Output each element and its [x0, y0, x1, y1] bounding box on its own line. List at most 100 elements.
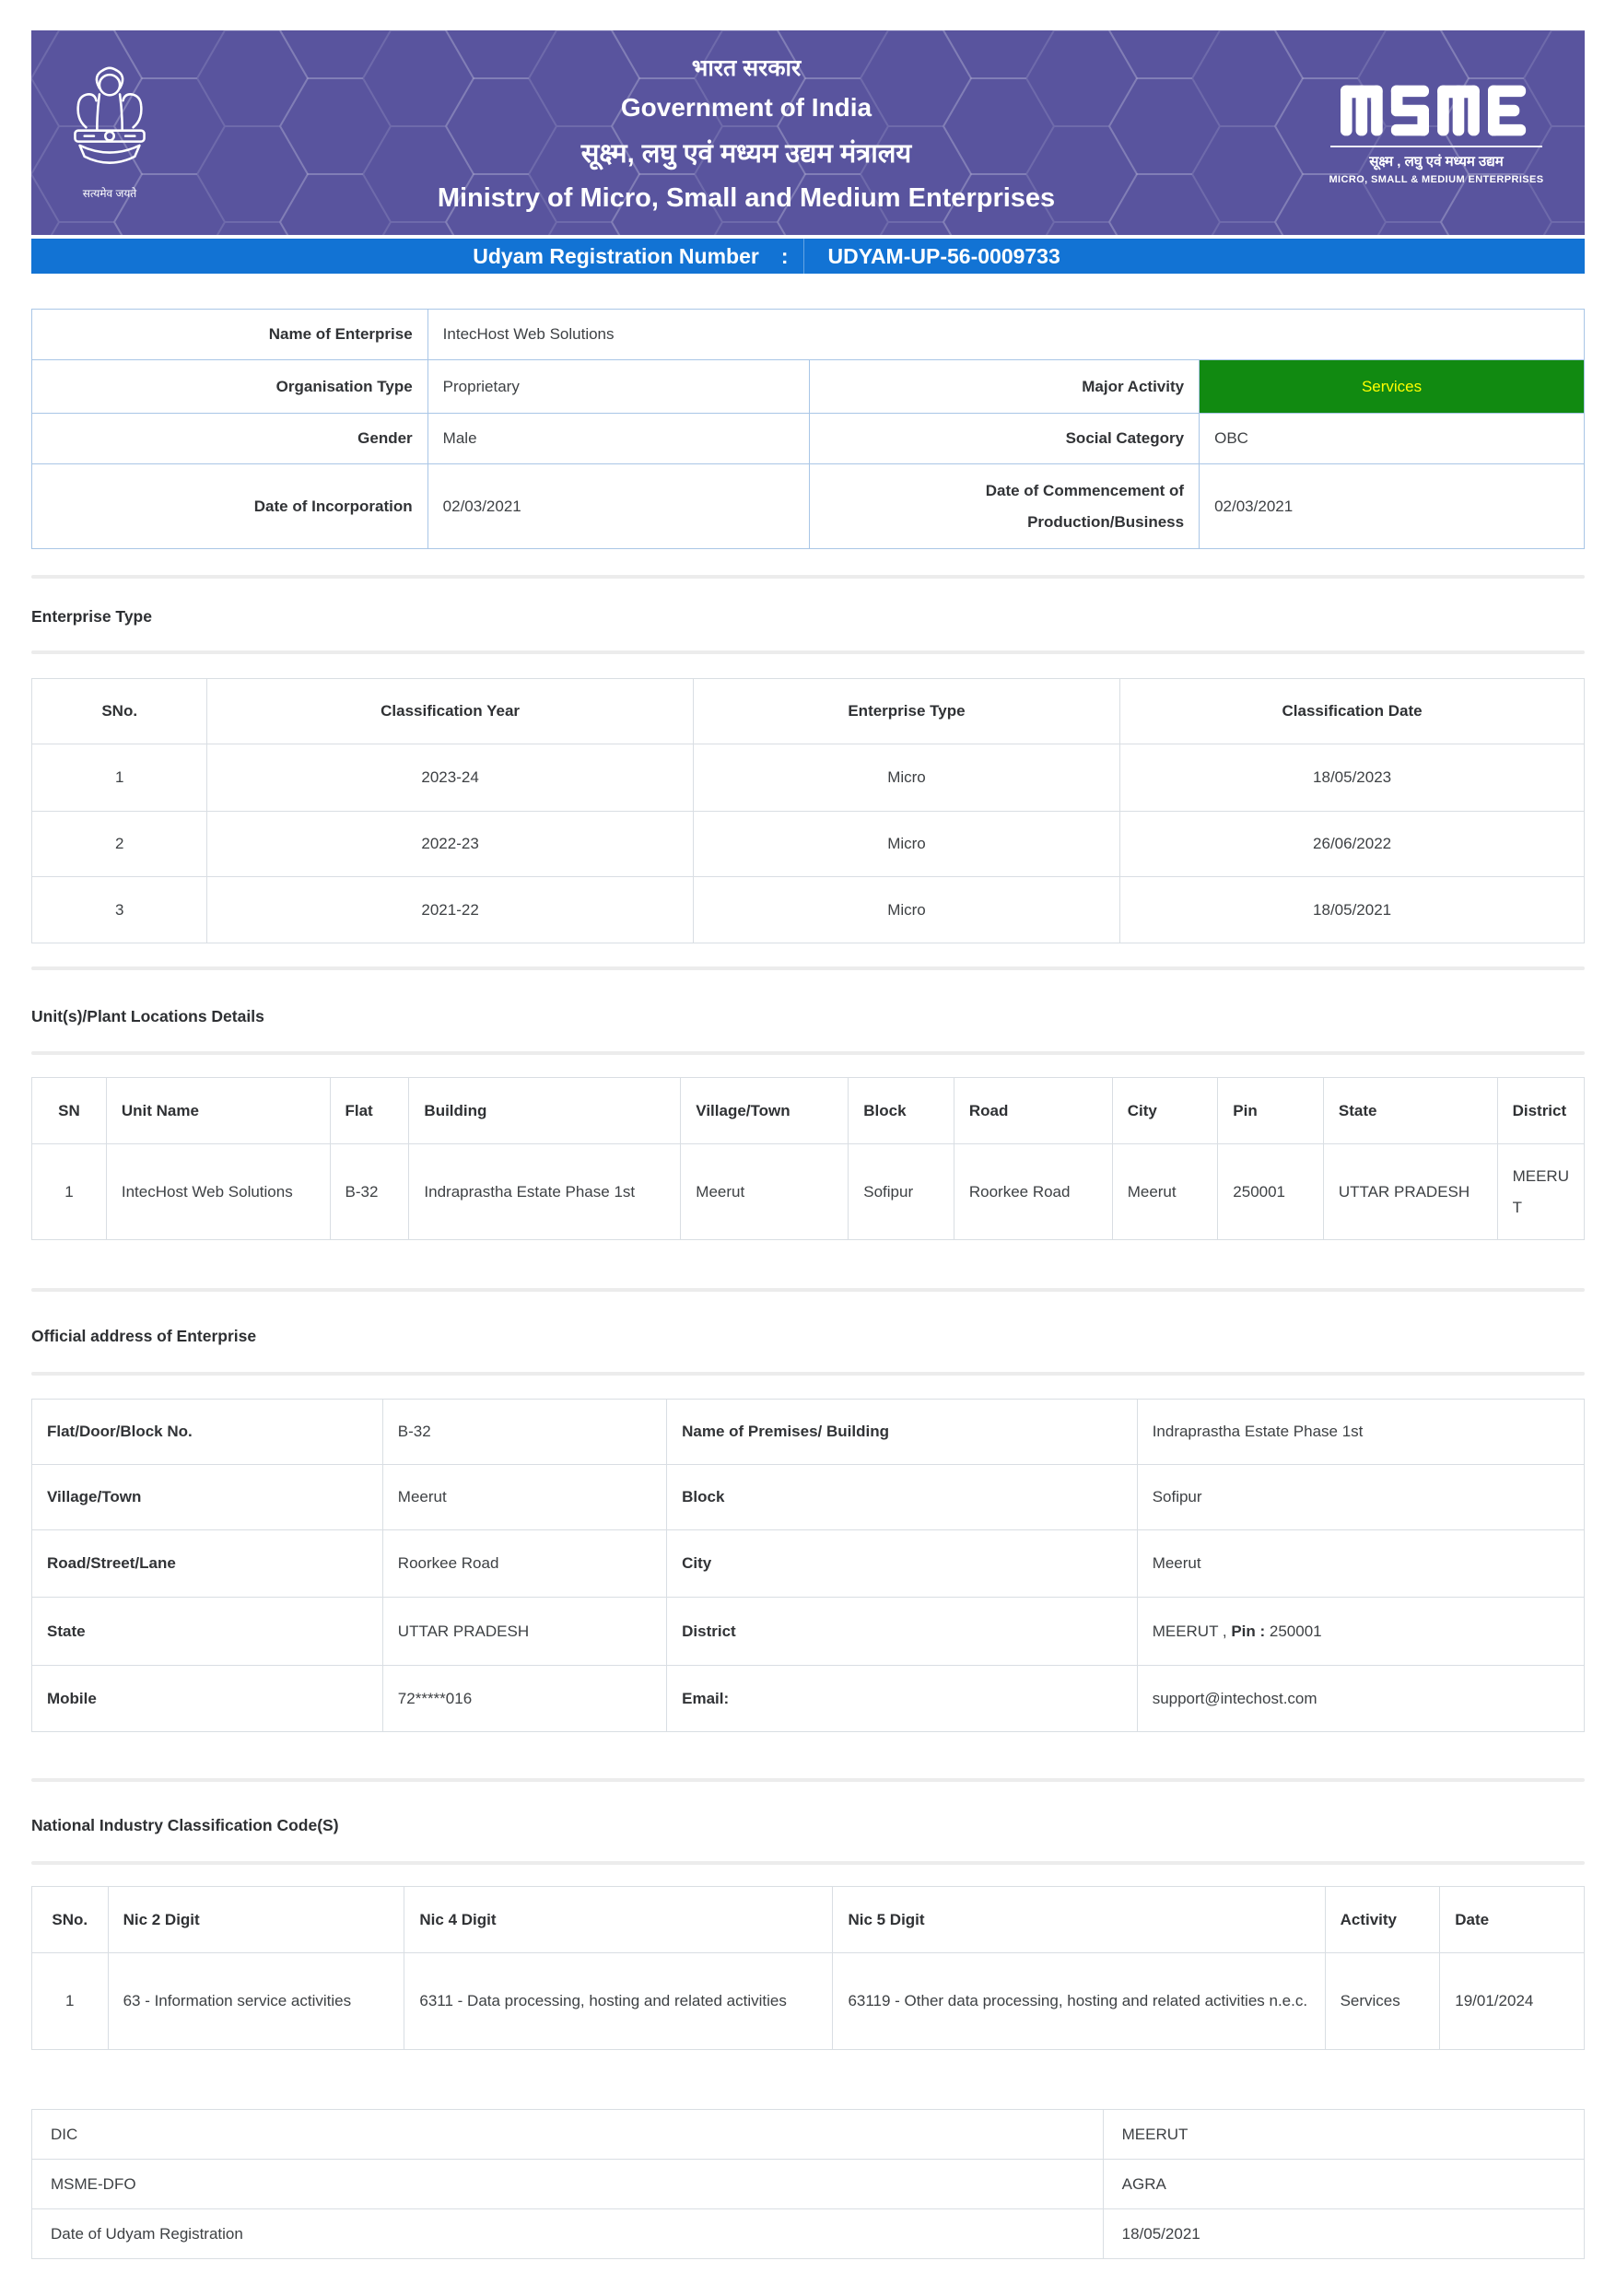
national-emblem: सत्यमेव जयते — [31, 64, 188, 201]
table-row: Village/Town Meerut Block Sofipur — [31, 1464, 1586, 1530]
column-header: Unit Name — [105, 1077, 331, 1144]
field-label: Date of Commencement of Production/Busin… — [809, 463, 1200, 549]
section-heading-nic-codes: National Industry Classification Code(S) — [31, 1816, 339, 1834]
table-cell: Roorkee Road — [953, 1143, 1113, 1240]
table-header-row: SN Unit Name Flat Building Village/Town … — [31, 1077, 1586, 1144]
table-cell: Indraprastha Estate Phase 1st — [408, 1143, 682, 1240]
field-value: Meerut — [381, 1464, 668, 1530]
msme-caption-english: MICRO, SMALL & MEDIUM ENTERPRISES — [1329, 173, 1544, 185]
column-header: SNo. — [30, 678, 208, 744]
field-label: Gender — [31, 413, 428, 464]
table-cell: Micro — [692, 744, 1121, 812]
table-row: Gender Male Social Category OBC — [31, 413, 1585, 464]
ministry-name: Ministry of Micro, Small and Medium Ente… — [437, 183, 1056, 213]
field-value: 02/03/2021 — [1199, 463, 1585, 549]
enterprise-type-table: SNo. Classification Year Enterprise Type… — [30, 678, 1585, 943]
pin-label: Pin : — [1231, 1622, 1266, 1640]
field-value: 02/03/2021 — [427, 463, 811, 549]
government-of-india: Government of India — [620, 93, 872, 122]
banner-titles: भारत सरकार Government of India सूक्ष्म, … — [188, 52, 1305, 214]
table-row: 1 IntecHost Web Solutions B-32 Indrapras… — [31, 1143, 1586, 1240]
table-cell: 1 — [30, 744, 208, 812]
section-divider — [31, 575, 1585, 579]
table-row: Flat/Door/Block No. B-32 Name of Premise… — [31, 1399, 1586, 1465]
field-value: B-32 — [381, 1399, 668, 1465]
field-value: IntecHost Web Solutions — [427, 309, 1586, 360]
nic-codes-table: SNo. Nic 2 Digit Nic 4 Digit Nic 5 Digit… — [31, 1886, 1585, 2050]
table-row: 1 2023-24 Micro 18/05/2023 — [30, 744, 1585, 812]
table-cell: Meerut — [680, 1143, 849, 1240]
field-label: Block — [666, 1464, 1138, 1530]
table-cell: 2021-22 — [206, 876, 694, 943]
field-label: Email: — [666, 1665, 1138, 1732]
national-emblem-icon — [74, 66, 146, 164]
table-row: 3 2021-22 Micro 18/05/2021 — [30, 876, 1585, 943]
field-label: DIC — [31, 2109, 1104, 2160]
field-value: UTTAR PRADESH — [381, 1597, 668, 1666]
table-cell: 1 — [31, 1143, 107, 1240]
field-label: District — [666, 1597, 1138, 1666]
table-cell: UTTAR PRADESH — [1322, 1143, 1498, 1240]
field-value: Indraprastha Estate Phase 1st — [1136, 1399, 1586, 1465]
field-label: State — [31, 1597, 383, 1666]
field-label: City — [666, 1529, 1138, 1598]
ministry-name-hindi: सूक्ष्म, लघु एवं मध्यम उद्यम मंत्रालय — [580, 139, 912, 169]
field-label: Village/Town — [31, 1464, 383, 1530]
column-header: Nic 2 Digit — [107, 1886, 405, 1953]
column-header: Nic 5 Digit — [832, 1886, 1326, 1953]
field-value: OBC — [1199, 413, 1585, 464]
field-label: Social Category — [809, 413, 1200, 464]
table-cell: 2022-23 — [206, 811, 694, 877]
field-value: 18/05/2021 — [1102, 2208, 1586, 2259]
field-label: Name of Premises/ Building — [666, 1399, 1138, 1465]
field-value: AGRA — [1102, 2159, 1586, 2209]
table-cell: 6311 - Data processing, hosting and rela… — [404, 1952, 834, 2050]
field-value: MEERUT , Pin : 250001 — [1136, 1597, 1586, 1666]
section-divider — [31, 1778, 1585, 1782]
section-divider — [31, 1861, 1585, 1865]
table-cell: 26/06/2022 — [1119, 811, 1585, 877]
table-cell: MEERUT — [1496, 1143, 1586, 1240]
table-cell: Services — [1324, 1952, 1441, 2050]
table-cell: IntecHost Web Solutions — [105, 1143, 331, 1240]
hexagon-pattern-background — [31, 30, 1585, 235]
column-header: Building — [408, 1077, 682, 1144]
column-header: City — [1111, 1077, 1219, 1144]
table-row: DIC MEERUT — [31, 2109, 1586, 2160]
column-header: SN — [31, 1077, 107, 1144]
field-value: Roorkee Road — [381, 1529, 668, 1598]
table-row: Date of Incorporation 02/03/2021 Date of… — [31, 463, 1585, 549]
table-row: 2 2022-23 Micro 26/06/2022 — [30, 811, 1585, 877]
table-cell: 1 — [31, 1952, 109, 2050]
column-header: Village/Town — [680, 1077, 849, 1144]
registry-info-table: DIC MEERUT MSME-DFO AGRA Date of Udyam R… — [31, 2109, 1586, 2259]
section-heading-unit-locations: Unit(s)/Plant Locations Details — [31, 1007, 264, 1025]
table-header-row: SNo. Classification Year Enterprise Type… — [30, 678, 1585, 744]
registration-number-separator: : — [780, 243, 789, 268]
registration-number-bar: Udyam Registration Number : UDYAM-UP-56-… — [31, 239, 1585, 274]
udyam-registration-certificate: सत्यमेव जयते भारत सरकार Government of In… — [0, 30, 1616, 2296]
column-header: Date — [1439, 1886, 1585, 1953]
table-cell: Micro — [692, 876, 1121, 943]
table-row: Organisation Type Proprietary Major Acti… — [31, 359, 1585, 414]
section-divider — [31, 1051, 1585, 1055]
table-cell: 18/05/2021 — [1119, 876, 1585, 943]
section-divider — [31, 1372, 1585, 1376]
district-value: MEERUT , — [1152, 1622, 1232, 1640]
table-row: Road/Street/Lane Roorkee Road City Meeru… — [31, 1529, 1586, 1598]
field-label: Major Activity — [809, 359, 1200, 414]
gov-banner: सत्यमेव जयते भारत सरकार Government of In… — [31, 30, 1585, 235]
table-row: MSME-DFO AGRA — [31, 2159, 1586, 2209]
field-label: Name of Enterprise — [31, 309, 428, 360]
column-header: Nic 4 Digit — [404, 1886, 834, 1953]
column-header: State — [1322, 1077, 1498, 1144]
msme-logo: सूक्ष्म , लघु एवं मध्यम उद्यम MICRO, SMA… — [1305, 81, 1585, 185]
column-header: Flat — [329, 1077, 410, 1144]
field-label: Date of Udyam Registration — [31, 2208, 1104, 2259]
column-header: Enterprise Type — [692, 678, 1121, 744]
column-header: District — [1496, 1077, 1586, 1144]
registration-number-value: UDYAM-UP-56-0009733 — [802, 239, 1586, 274]
field-value: Meerut — [1136, 1529, 1586, 1598]
column-header: Activity — [1324, 1886, 1441, 1953]
major-activity-badge: Services — [1199, 359, 1585, 414]
